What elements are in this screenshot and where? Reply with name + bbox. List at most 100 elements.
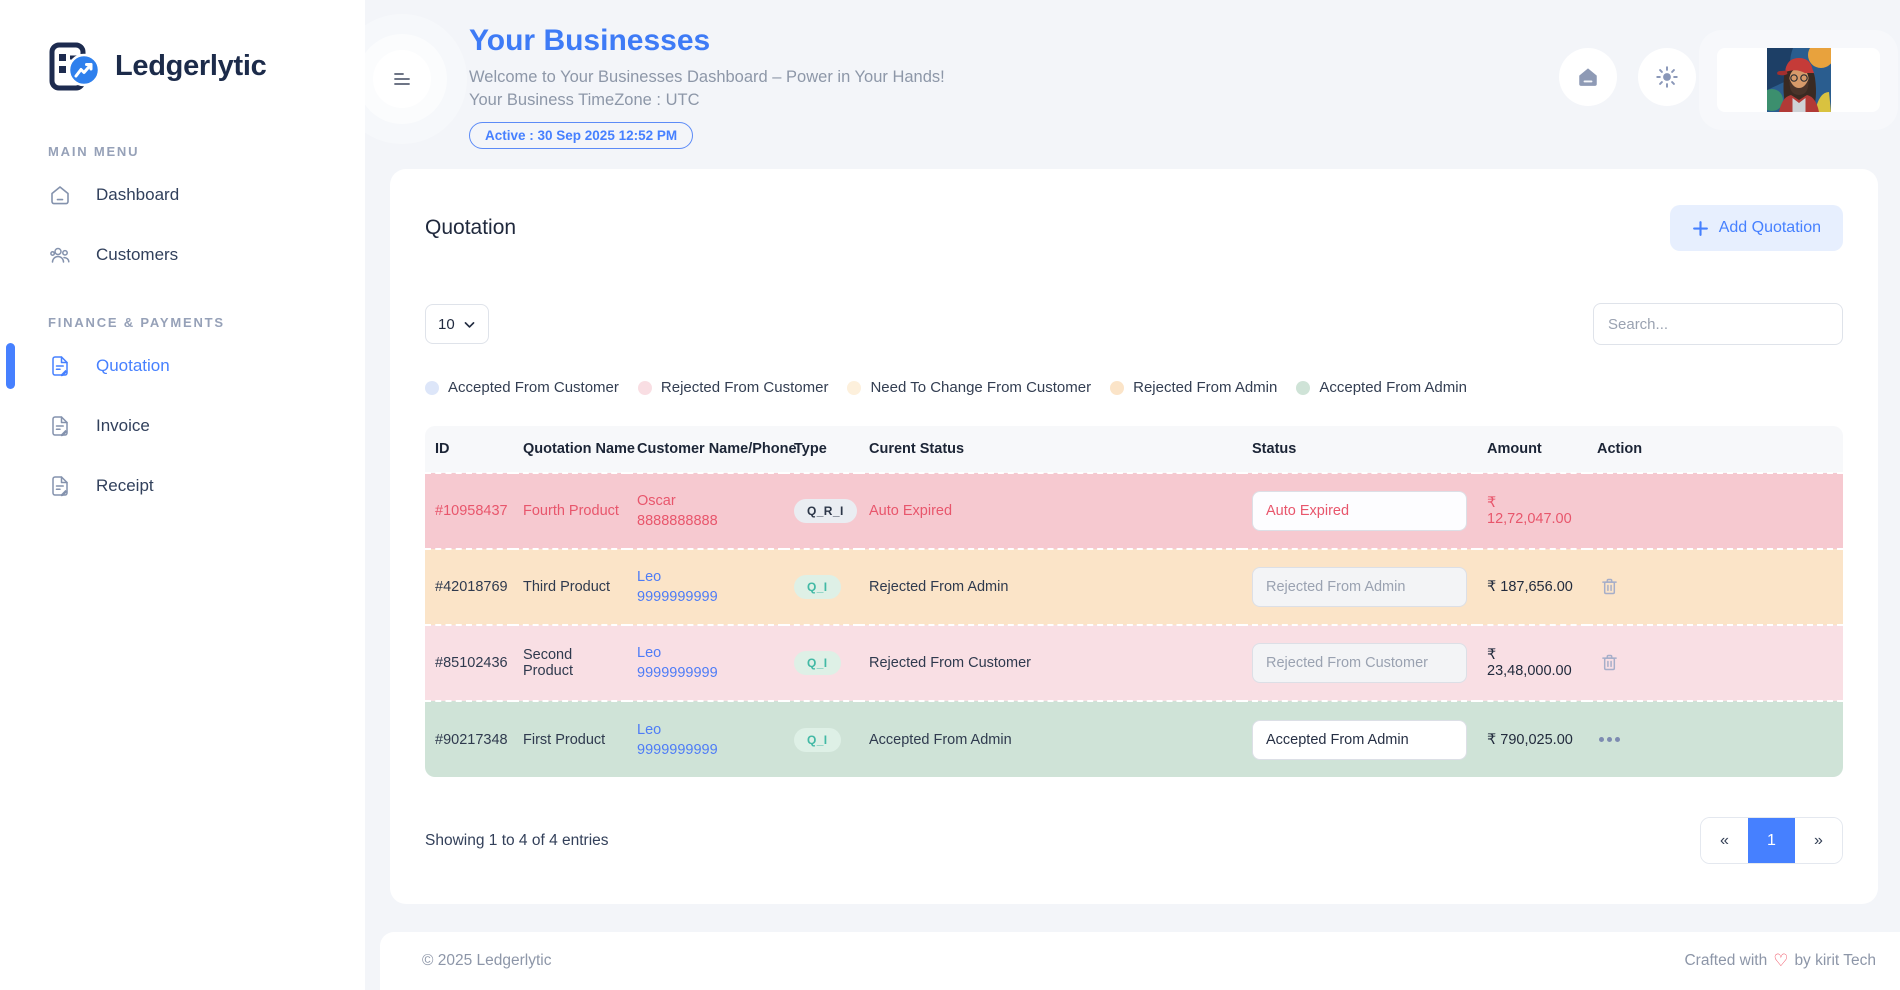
trash-icon — [1599, 576, 1620, 597]
customer-name-link[interactable]: Leo — [637, 721, 662, 738]
active-status-badge: Active : 30 Sep 2025 12:52 PM — [469, 122, 694, 149]
customer-name-link[interactable]: Leo — [637, 569, 662, 585]
page-size-select[interactable]: 10 — [425, 304, 489, 344]
sidebar: Ledgerlytic MAIN MENU Dashboard Customer… — [0, 0, 365, 990]
sidebar-toggle-button[interactable] — [373, 50, 431, 108]
current-status-text: Rejected From Admin — [859, 548, 1242, 625]
status-input[interactable] — [1252, 491, 1467, 531]
pagination: « 1 » — [1700, 817, 1843, 864]
legend-dot-accepted-admin — [1296, 380, 1311, 395]
amount-value: ₹ 12,72,047.00 — [1477, 472, 1587, 549]
pagination-next-button[interactable]: » — [1795, 818, 1842, 863]
pagination-page-1-button[interactable]: 1 — [1748, 818, 1795, 863]
amount-value: ₹ 23,48,000.00 — [1477, 624, 1587, 701]
legend-dot-need-change — [847, 380, 862, 395]
sidebar-item-quotation[interactable]: Quotation — [0, 336, 365, 396]
brand-name: Ledgerlytic — [115, 49, 267, 82]
user-avatar[interactable] — [1717, 48, 1880, 112]
customer-phone-link[interactable]: 8888888888 — [637, 513, 718, 529]
sidebar-item-dashboard[interactable]: Dashboard — [0, 165, 365, 225]
quotation-name: Fourth Product — [513, 472, 627, 549]
sidebar-item-customers[interactable]: Customers — [0, 225, 365, 285]
legend-dot-rejected-customer — [637, 380, 652, 395]
column-header-current-status: Curent Status — [859, 426, 1242, 473]
home-button[interactable] — [1559, 48, 1617, 106]
ledgerlytic-logo-icon — [48, 40, 100, 92]
active-indicator-bar — [6, 343, 15, 389]
delete-button[interactable] — [1597, 574, 1622, 599]
customers-icon — [48, 243, 72, 267]
sidebar-item-invoice[interactable]: Invoice — [0, 396, 365, 456]
welcome-text: Welcome to Your Businesses Dashboard – P… — [469, 68, 945, 86]
type-badge: Q_I — [794, 575, 841, 599]
header-title-block: Your Businesses Welcome to Your Business… — [469, 24, 945, 149]
table-row: #42018769 Third Product Leo 9999999999 Q… — [425, 548, 1843, 625]
current-status-text: Rejected From Customer — [859, 624, 1242, 701]
amount-value: ₹ 790,025.00 — [1477, 700, 1587, 777]
page-size-value: 10 — [438, 315, 455, 333]
pagination-prev-button[interactable]: « — [1701, 818, 1748, 863]
invoice-document-icon — [48, 414, 72, 438]
legend-item: Rejected From Customer — [637, 379, 828, 396]
more-actions-button[interactable] — [1597, 733, 1622, 746]
column-header-customer: Customer Name/Phone — [627, 426, 797, 473]
sun-icon — [1654, 64, 1680, 90]
legend-dot-rejected-admin — [1110, 380, 1125, 395]
search-input[interactable] — [1593, 303, 1843, 345]
header-subtitle: Welcome to Your Businesses Dashboard – P… — [469, 66, 945, 112]
legend-dot-accepted-customer — [425, 380, 439, 395]
main-area: Your Businesses Welcome to Your Business… — [365, 0, 1900, 904]
status-input[interactable] — [1252, 567, 1467, 607]
table-header-row: ID Quotation Name Customer Name/Phone Ty… — [425, 426, 1843, 473]
legend-item: Accepted From Admin — [1296, 379, 1467, 396]
credit-text: Crafted with ♡ by kirit Tech — [1684, 951, 1876, 970]
customer-name-link[interactable]: Leo — [637, 645, 662, 661]
receipt-document-icon — [48, 474, 72, 498]
type-badge: Q_R_I — [794, 499, 857, 523]
heart-icon: ♡ — [1773, 951, 1789, 970]
sidebar-item-receipt[interactable]: Receipt — [0, 456, 365, 516]
hamburger-icon — [390, 67, 414, 91]
theme-toggle-button[interactable] — [1638, 48, 1696, 106]
amount-value: ₹ 187,656.00 — [1477, 548, 1587, 625]
customer-phone-link[interactable]: 9999999999 — [637, 741, 718, 758]
column-header-amount: Amount — [1477, 426, 1587, 473]
quotation-id: #42018769 — [425, 548, 513, 625]
add-quotation-button[interactable]: Add Quotation — [1669, 205, 1843, 251]
current-status-text: Auto Expired — [859, 472, 1242, 549]
column-header-id: ID — [425, 426, 513, 473]
type-badge: Q_I — [794, 651, 841, 675]
quotation-name: Second Product — [513, 624, 627, 701]
quotation-id: #90217348 — [425, 700, 513, 777]
column-header-type: Type — [784, 426, 859, 473]
status-input[interactable] — [1252, 719, 1467, 760]
legend-item: Accepted From Customer — [425, 379, 619, 396]
customer-name-link[interactable]: Oscar — [637, 493, 676, 509]
sidebar-item-label: Invoice — [96, 416, 150, 435]
sidebar-item-label: Dashboard — [96, 185, 180, 204]
customer-phone-link[interactable]: 9999999999 — [637, 589, 718, 605]
column-header-action: Action — [1587, 426, 1843, 473]
current-status-text: Accepted From Admin — [859, 700, 1242, 777]
customer-phone-link[interactable]: 9999999999 — [637, 665, 718, 681]
table-row: #90217348 First Product Leo 9999999999 Q… — [425, 700, 1843, 777]
legend-item: Need To Change From Customer — [847, 379, 1091, 396]
type-badge: Q_I — [794, 727, 841, 752]
timezone-text: Your Business TimeZone : UTC — [469, 91, 700, 109]
table-row: #10958437 Fourth Product Oscar 888888888… — [425, 472, 1843, 549]
topbar-actions — [1559, 48, 1880, 112]
status-legend: Accepted From Customer Rejected From Cus… — [425, 379, 1843, 396]
sidebar-item-label: Customers — [96, 245, 179, 264]
page-main-title: Your Businesses — [469, 24, 711, 57]
delete-button[interactable] — [1597, 650, 1622, 675]
sidebar-item-label: Quotation — [96, 356, 170, 375]
brand-logo[interactable]: Ledgerlytic — [0, 0, 365, 92]
status-input[interactable] — [1252, 643, 1467, 683]
plus-icon — [1692, 220, 1709, 237]
quotation-name: Third Product — [513, 548, 627, 625]
sidebar-item-label: Receipt — [96, 476, 154, 495]
legend-item: Rejected From Admin — [1110, 379, 1277, 396]
top-bar: Your Businesses Welcome to Your Business… — [365, 0, 1900, 149]
home-icon — [1574, 63, 1602, 91]
column-header-quotation-name: Quotation Name — [513, 426, 635, 473]
